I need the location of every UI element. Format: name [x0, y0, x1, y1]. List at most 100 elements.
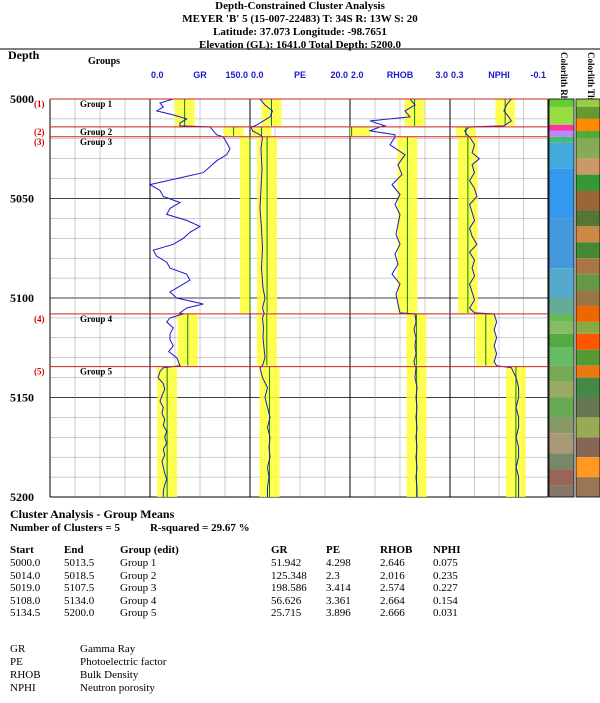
group-name-label: Group 2 — [80, 127, 113, 137]
colorlith-segment — [576, 365, 600, 378]
colorlith-segment — [549, 333, 574, 348]
colorlith-segment — [549, 381, 574, 398]
colorlith-segment — [549, 347, 574, 366]
log-curve-pe — [250, 98, 274, 497]
track-max-label: 20.0 — [330, 70, 348, 80]
group-name-cell: Group 4 — [120, 594, 157, 607]
table-cell: 5108.0 — [10, 594, 41, 607]
group-name-label: Group 3 — [80, 137, 113, 147]
table-header-cell: GR — [271, 544, 288, 556]
depth-tick-label: 5150 — [10, 391, 34, 405]
table-cell: 2.664 — [380, 594, 405, 607]
colorlith-segment — [576, 349, 600, 366]
group-name-cell: Group 5 — [120, 607, 157, 619]
colorlith-segment — [576, 158, 600, 175]
track-max-label: 3.0 — [435, 70, 448, 80]
track-max-label: -0.1 — [530, 70, 546, 80]
table-cell: 5107.5 — [64, 582, 95, 594]
colorlith-segment — [549, 142, 574, 169]
colorlith-segment — [549, 433, 574, 454]
legend-code: NPHI — [10, 682, 36, 694]
r-squared: R-squared = 29.67 % — [150, 522, 250, 534]
colorlith-segment — [549, 218, 574, 269]
colorlith-segment — [576, 305, 600, 322]
colorlith-segment — [549, 124, 574, 131]
track-max-label: 150.0 — [225, 70, 248, 80]
table-header-cell: End — [64, 544, 84, 556]
group-mean-band — [240, 136, 250, 313]
track-min-label: 0.0 — [151, 70, 164, 80]
cluster-count: Number of Clusters = 5 — [10, 522, 120, 534]
colorlith-segment — [549, 321, 574, 334]
table-cell: 2.574 — [380, 582, 405, 594]
group-name-label: Group 5 — [80, 367, 113, 377]
table-cell: 0.031 — [433, 607, 458, 619]
colorlith-segment — [576, 118, 600, 131]
depth-header: Depth — [8, 48, 40, 62]
groups-header: Groups — [88, 56, 120, 67]
colorlith-segment — [576, 99, 600, 107]
table-cell: 125.348 — [271, 569, 307, 582]
colorlith-segment — [576, 437, 600, 458]
table-cell: 5019.0 — [10, 582, 41, 594]
colorlith-segment — [549, 298, 574, 314]
elevation-info: Elevation (GL): 1641.0 Total Depth: 5200… — [199, 39, 401, 51]
group-name-cell: Group 2 — [120, 569, 157, 582]
table-cell: 3.414 — [326, 582, 351, 594]
table-cell: 2.646 — [380, 557, 405, 569]
colorlith-segment — [576, 333, 600, 350]
table-cell: 5000.0 — [10, 557, 41, 569]
colorlith-segment — [576, 210, 600, 227]
colorlith-segment — [549, 136, 574, 143]
colorlith-segment — [549, 268, 574, 298]
legend-code: RHOB — [10, 669, 41, 681]
track-name-label: GR — [193, 70, 207, 80]
colorlith-segment — [549, 99, 574, 107]
table-cell: 56.626 — [271, 594, 302, 607]
group-number-label: (2) — [34, 127, 45, 137]
legend-description: Gamma Ray — [80, 643, 136, 655]
table-cell: 0.154 — [433, 594, 458, 607]
legend-description: Neutron porosity — [80, 682, 155, 694]
colorlith-segment — [549, 313, 574, 322]
colorlith-segment — [576, 226, 600, 243]
group-name-cell: Group 3 — [120, 582, 157, 594]
location-info: Latitude: 37.073 Longitude: -98.7651 — [213, 26, 387, 38]
colorlith-segment — [576, 397, 600, 418]
group-name-label: Group 1 — [80, 99, 113, 109]
colorlith-segment — [549, 106, 574, 125]
colorlith-segment — [576, 138, 600, 159]
group-mean-band — [350, 126, 370, 136]
legend-description: Bulk Density — [80, 669, 139, 681]
colorlith-segment — [549, 168, 574, 219]
table-cell: 0.075 — [433, 557, 458, 569]
legend-code: PE — [10, 656, 23, 668]
group-number-label: (3) — [34, 137, 45, 147]
colorlith-segment — [549, 485, 574, 497]
table-cell: 3.896 — [326, 607, 351, 619]
colorlith-segment — [549, 365, 574, 382]
colorlith-frame — [548, 98, 575, 498]
table-header-cell: RHOB — [380, 544, 413, 556]
track-name-label: NPHI — [488, 70, 510, 80]
colorlith-segment — [576, 274, 600, 291]
colorlith-segment — [549, 397, 574, 418]
table-cell: 4.298 — [326, 557, 351, 569]
group-name-label: Group 4 — [80, 314, 113, 324]
colorlith-segment — [576, 417, 600, 438]
group-name-cell: Group 1 — [120, 557, 157, 569]
track-name-label: PE — [294, 70, 306, 80]
colorlith-segment — [576, 106, 600, 119]
table-cell: 51.942 — [271, 557, 302, 569]
colorlith-segment — [549, 130, 574, 137]
table-cell: 2.3 — [326, 569, 340, 582]
colorlith-segment — [549, 469, 574, 486]
colorlith-label: Colorlith Th/U-Th/K — [586, 52, 596, 133]
table-cell: 5018.5 — [64, 569, 95, 582]
chart-title: Depth-Constrained Cluster Analysis — [215, 0, 385, 12]
group-number-label: (1) — [34, 99, 45, 109]
table-cell: 198.586 — [271, 582, 307, 594]
track-min-label: 0.3 — [451, 70, 464, 80]
group-number-label: (4) — [34, 314, 45, 324]
table-cell: 25.715 — [271, 607, 302, 619]
